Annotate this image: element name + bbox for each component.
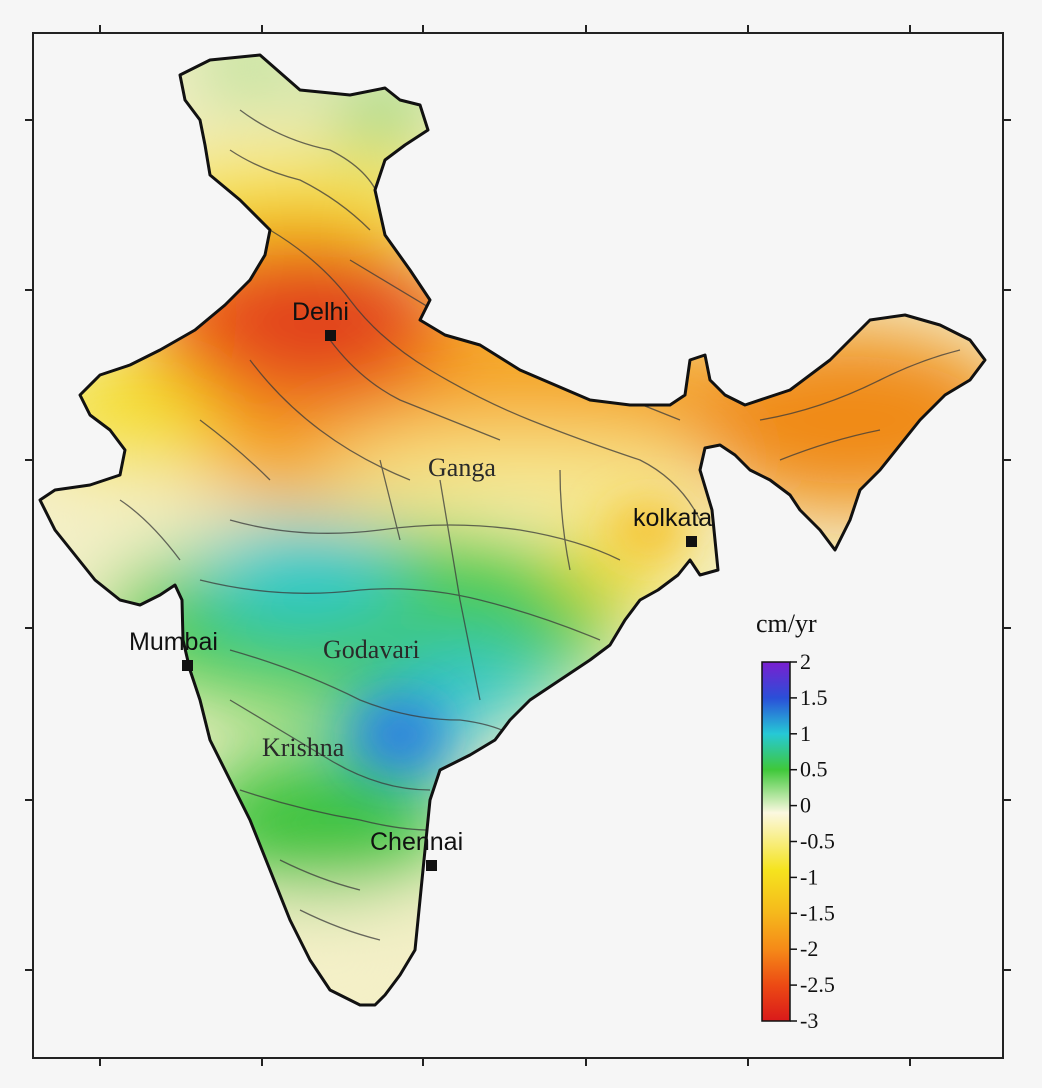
city-label: Chennai <box>370 828 463 856</box>
city-label: Mumbai <box>129 628 218 656</box>
city-delhi: Delhi <box>292 298 349 341</box>
colorbar-unit-label: cm/yr <box>756 609 817 638</box>
colorbar-tick-label: -2.5 <box>800 972 835 997</box>
city-marker <box>686 536 697 547</box>
city-kolkata: kolkata <box>633 504 712 547</box>
city-chennai: Chennai <box>370 828 463 871</box>
colorbar-tick-label: 2 <box>800 649 811 674</box>
colorbar-gradient <box>761 661 791 1022</box>
colorbar-tick-label: 0.5 <box>800 757 828 782</box>
city-marker <box>426 860 437 871</box>
colorbar-tick-label: 0 <box>800 793 811 818</box>
colorbar-ticks: 2 1.5 1 0.5 0 -0.5 -1 -1.5 -2 -2.5 -3 <box>790 649 835 1033</box>
colorbar-tick-label: -1 <box>800 864 818 889</box>
river-label-godavari: Godavari <box>323 635 420 664</box>
river-label-krishna: Krishna <box>262 733 345 762</box>
colorbar-tick-label: 1 <box>800 721 811 746</box>
colorbar-tick-label: -2 <box>800 936 818 961</box>
colorbar-tick-label: -1.5 <box>800 900 835 925</box>
river-label-ganga: Ganga <box>428 453 496 482</box>
city-label: Delhi <box>292 298 349 326</box>
city-mumbai: Mumbai <box>129 628 218 671</box>
frame-ticks <box>25 25 1011 1066</box>
colorbar-tick-label: 1.5 <box>800 685 828 710</box>
city-marker <box>325 330 336 341</box>
city-label: kolkata <box>633 504 712 532</box>
colorbar-tick-label: -3 <box>800 1008 818 1033</box>
colorbar-tick-label: -0.5 <box>800 829 835 854</box>
colorbar: cm/yr 2 1.5 1 0.5 0 -0.5 -1 -1.5 -2 -2.5 -3 <box>756 609 835 1033</box>
city-marker <box>182 660 193 671</box>
